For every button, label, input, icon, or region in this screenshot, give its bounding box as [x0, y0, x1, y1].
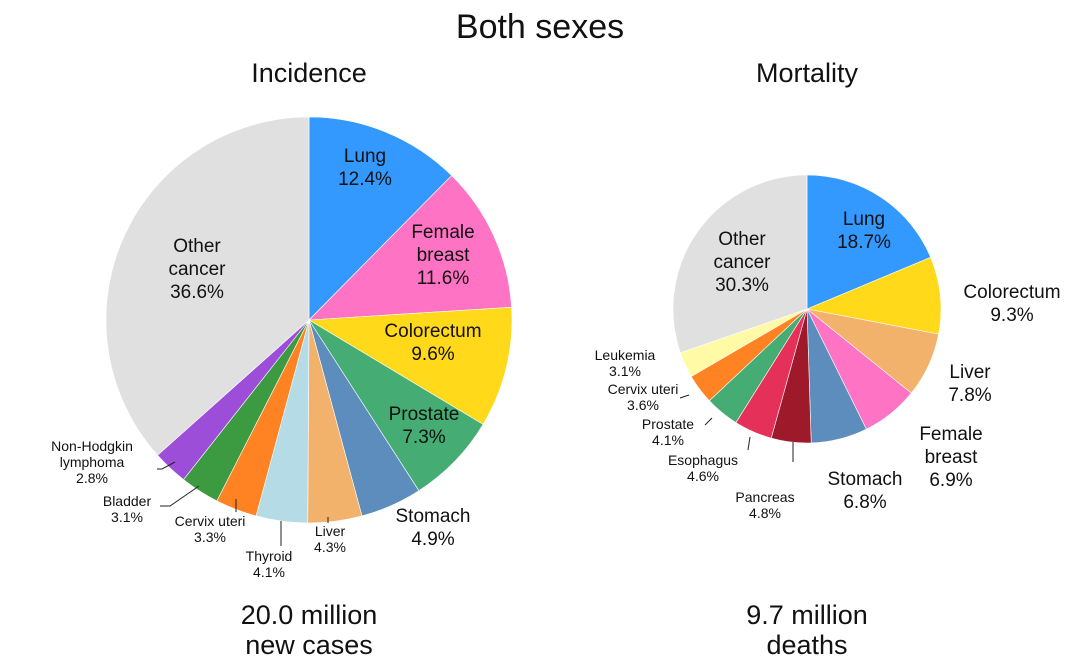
incidence-label-female-breast-value: 11.6%	[417, 268, 470, 289]
mortality-label-cervix-uteri: Cervix uteri 3.6%	[608, 381, 679, 413]
incidence-label-thyroid-name: Thyroid	[246, 548, 293, 564]
incidence-label-other-cancer: Other cancer 36.6%	[168, 236, 226, 303]
incidence-label-other-cancer-value: 36.6%	[170, 282, 224, 303]
incidence-slice-other-cancer	[105, 116, 310, 456]
incidence-label-female-breast: Female breast 11.6%	[411, 222, 474, 289]
incidence-label-thyroid: Thyroid 4.1%	[246, 548, 293, 580]
incidence-label-cervix-uteri-name: Cervix uteri	[175, 513, 246, 529]
incidence-label-lung-value: 12.4%	[338, 169, 392, 190]
page-title: Both sexes	[455, 8, 625, 46]
mortality-label-other-cancer-name: cancer	[713, 252, 771, 273]
mortality-label-liver-name: Liver	[949, 362, 991, 383]
mortality-label-stomach-value: 6.8%	[843, 492, 886, 513]
incidence-label-stomach-name: Stomach	[396, 506, 471, 527]
incidence-label-lung-name: Lung	[344, 146, 386, 167]
mortality-label-pancreas-value: 4.8%	[749, 505, 781, 521]
mortality-label-other-cancer-name: Other	[718, 229, 766, 250]
incidence-label-bladder: Bladder 3.1%	[103, 493, 152, 525]
mortality-total-unit: deaths	[766, 630, 848, 660]
incidence-label-non-hodgkin-lymphoma-leader-line	[157, 461, 176, 470]
mortality-slice-lung	[806, 174, 932, 310]
incidence-label-liver: Liver 4.3%	[314, 523, 346, 555]
incidence-pie	[105, 116, 513, 524]
mortality-label-leukemia-name: Leukemia	[595, 347, 656, 363]
mortality-label-lung-value: 18.7%	[837, 232, 891, 253]
mortality-label-colorectum: Colorectum 9.3%	[963, 282, 1060, 326]
mortality-slice-other-cancer	[672, 174, 808, 354]
incidence-chart-title: Incidence	[251, 58, 367, 88]
incidence-label-prostate-name: Prostate	[389, 404, 460, 425]
mortality-label-colorectum-value: 9.3%	[990, 305, 1033, 326]
mortality-label-prostate-name: Prostate	[642, 416, 694, 432]
incidence-total: 20.0 million new cases	[159, 600, 459, 660]
incidence-label-prostate: Prostate 7.3%	[389, 404, 460, 448]
mortality-total-count: 9.7 million	[746, 600, 868, 630]
incidence-label-colorectum-name: Colorectum	[384, 321, 481, 342]
mortality-label-esophagus-leader-line	[747, 436, 751, 451]
mortality-label-prostate-leader-line	[704, 417, 713, 426]
incidence-slice-colorectum	[308, 306, 513, 425]
incidence-label-female-breast-name: Female	[411, 222, 474, 243]
incidence-label-bladder-name: Bladder	[103, 493, 152, 509]
mortality-label-other-cancer-value: 30.3%	[715, 275, 769, 296]
incidence-label-non-hodgkin-lymphoma-name: lymphoma	[60, 454, 125, 470]
mortality-label-leukemia: Leukemia 3.1%	[595, 347, 656, 379]
incidence-label-stomach-value: 4.9%	[411, 529, 454, 550]
mortality-label-pancreas-name: Pancreas	[735, 489, 794, 505]
mortality-slice-colorectum	[805, 256, 942, 335]
mortality-label-lung: Lung 18.7%	[837, 209, 891, 253]
incidence-label-cervix-uteri-value: 3.3%	[194, 529, 226, 545]
mortality-label-leukemia-value: 3.1%	[609, 363, 641, 379]
mortality-label-liver-value: 7.8%	[948, 385, 991, 406]
incidence-label-female-breast-name: breast	[417, 245, 471, 266]
incidence-label-prostate-value: 7.3%	[402, 427, 445, 448]
incidence-total-unit: new cases	[245, 630, 373, 660]
incidence-label-colorectum: Colorectum 9.6%	[384, 321, 481, 365]
incidence-label-bladder-value: 3.1%	[111, 509, 143, 525]
mortality-label-prostate: Prostate 4.1%	[642, 416, 694, 448]
incidence-label-other-cancer-name: Other	[173, 236, 221, 257]
mortality-label-cervix-uteri-leader-line	[679, 394, 690, 399]
mortality-label-female-breast-value: 6.9%	[929, 470, 972, 491]
incidence-label-stomach: Stomach 4.9%	[396, 506, 471, 550]
mortality-label-esophagus: Esophagus 4.6%	[668, 452, 738, 484]
incidence-label-non-hodgkin-lymphoma: Non-Hodgkin lymphoma 2.8%	[51, 438, 133, 486]
mortality-label-female-breast-name: Female	[919, 424, 982, 445]
mortality-label-cervix-uteri-name: Cervix uteri	[608, 381, 679, 397]
mortality-chart-title: Mortality	[755, 58, 858, 88]
incidence-total-count: 20.0 million	[240, 600, 378, 630]
mortality-pie	[672, 174, 942, 444]
incidence-label-lung: Lung 12.4%	[338, 146, 392, 190]
mortality-label-female-breast: Female breast 6.9%	[919, 424, 982, 491]
incidence-label-cervix-uteri: Cervix uteri 3.3%	[175, 513, 246, 545]
mortality-total: 9.7 million deaths	[657, 600, 957, 660]
mortality-label-cervix-uteri-value: 3.6%	[627, 397, 659, 413]
mortality-label-pancreas: Pancreas 4.8%	[735, 489, 794, 521]
incidence-label-liver-value: 4.3%	[314, 539, 346, 555]
mortality-label-other-cancer: Other cancer 30.3%	[713, 229, 771, 296]
mortality-label-esophagus-value: 4.6%	[687, 468, 719, 484]
incidence-label-other-cancer-name: cancer	[168, 259, 226, 280]
mortality-label-prostate-value: 4.1%	[652, 432, 684, 448]
incidence-slice-lung	[308, 116, 453, 321]
incidence-label-non-hodgkin-lymphoma-value: 2.8%	[76, 470, 108, 486]
mortality-label-stomach: Stomach 6.8%	[828, 469, 903, 513]
mortality-label-liver: Liver 7.8%	[948, 362, 991, 406]
incidence-label-bladder-leader-line	[160, 485, 200, 507]
mortality-label-esophagus-name: Esophagus	[668, 452, 738, 468]
mortality-label-stomach-name: Stomach	[828, 469, 903, 490]
incidence-slice-female-breast	[308, 175, 512, 321]
incidence-label-non-hodgkin-lymphoma-name: Non-Hodgkin	[51, 438, 133, 454]
mortality-label-lung-name: Lung	[843, 209, 885, 230]
incidence-label-thyroid-value: 4.1%	[253, 564, 285, 580]
mortality-label-female-breast-name: breast	[925, 447, 979, 468]
incidence-label-liver-name: Liver	[315, 523, 346, 539]
incidence-label-colorectum-value: 9.6%	[411, 344, 454, 365]
mortality-label-colorectum-name: Colorectum	[963, 282, 1060, 303]
